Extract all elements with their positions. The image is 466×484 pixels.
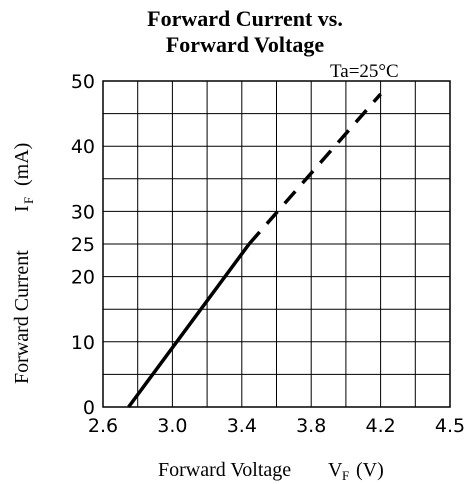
y-axis-symbol: I bbox=[11, 205, 33, 212]
x-tick-label: 3.0 bbox=[157, 415, 187, 437]
y-tick-label: 25 bbox=[71, 234, 95, 256]
series-lines bbox=[127, 92, 382, 409]
y-tick-label: 50 bbox=[71, 71, 95, 93]
temperature-annotation: Ta=25°C bbox=[330, 61, 399, 82]
plot-frame bbox=[102, 80, 451, 408]
y-tick-label: 0 bbox=[83, 397, 95, 419]
x-axis-symbol: V bbox=[328, 459, 343, 481]
x-tick-label: 2.6 bbox=[88, 415, 118, 437]
y-tick-labels: 0 10 20 25 30 40 50 bbox=[71, 71, 95, 419]
x-axis-subscript: F bbox=[342, 468, 349, 483]
x-tick-label: 4.2 bbox=[365, 415, 395, 437]
series-line-solid bbox=[127, 242, 251, 409]
x-axis-label: Forward Voltage bbox=[158, 459, 291, 481]
y-tick-label: 30 bbox=[71, 201, 95, 223]
x-axis-unit: (V) bbox=[356, 459, 384, 481]
grid bbox=[103, 81, 450, 407]
x-tick-labels: 2.6 3.0 3.4 3.8 4.2 4.5 bbox=[88, 415, 465, 437]
x-tick-label: 3.4 bbox=[227, 415, 257, 437]
chart-title-line1: Forward Current vs. bbox=[147, 6, 343, 31]
series-line-dashed bbox=[247, 92, 382, 246]
y-tick-label: 20 bbox=[71, 267, 95, 289]
y-tick-label: 10 bbox=[71, 332, 95, 354]
x-tick-label: 4.5 bbox=[435, 415, 465, 437]
y-tick-label: 40 bbox=[71, 136, 95, 158]
chart-title-line2: Forward Voltage bbox=[165, 32, 325, 57]
y-axis-unit: (mA) bbox=[11, 143, 33, 186]
y-axis-label: Forward Current bbox=[11, 250, 33, 384]
y-axis-subscript: F bbox=[21, 197, 36, 204]
x-tick-label: 3.8 bbox=[296, 415, 326, 437]
